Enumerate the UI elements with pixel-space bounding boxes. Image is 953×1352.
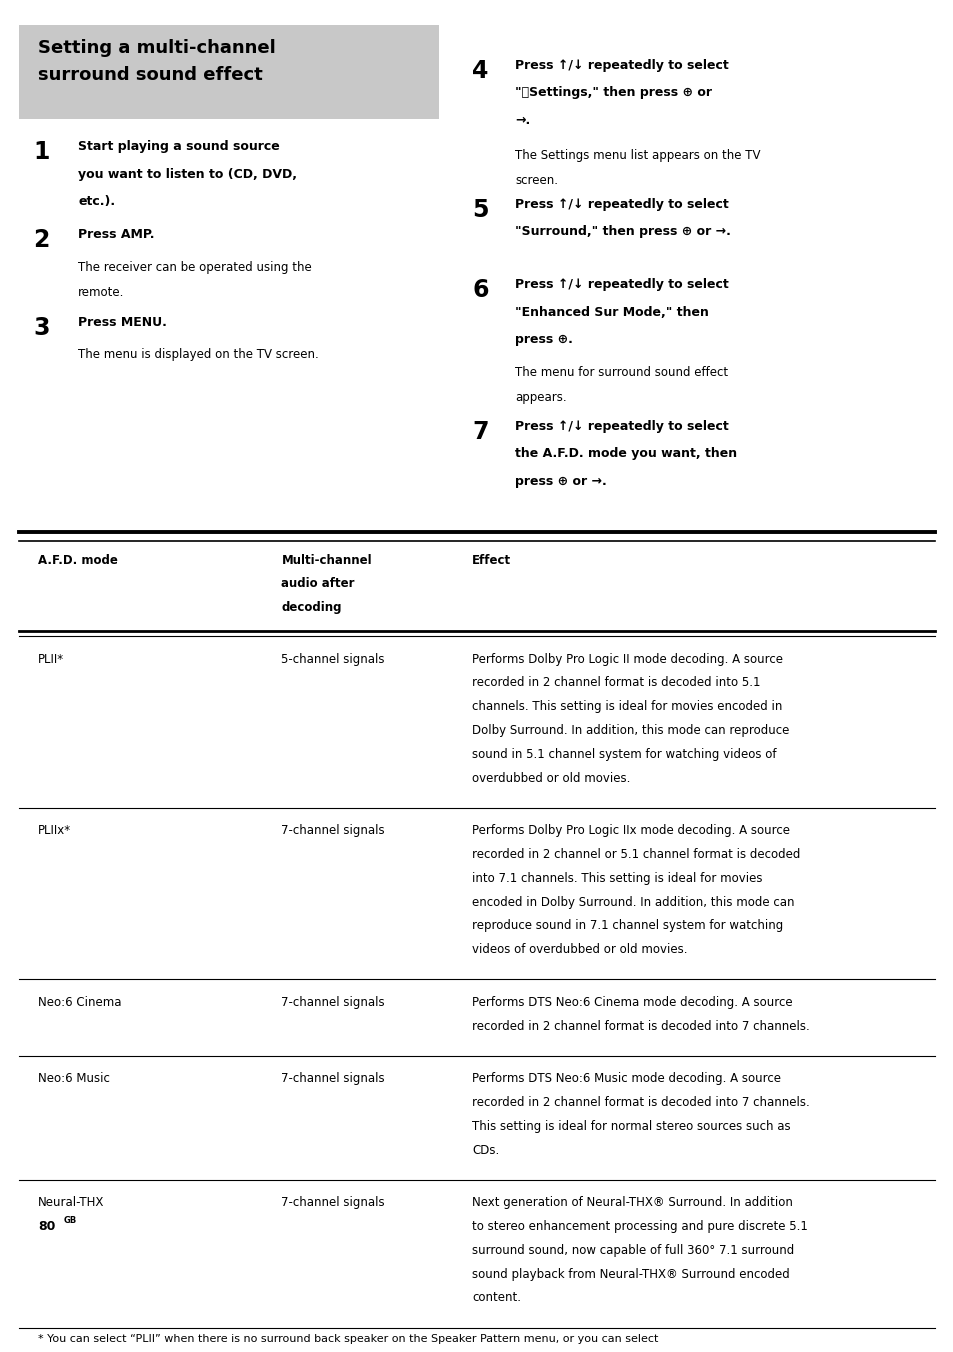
Text: Press ↑/↓ repeatedly to select: Press ↑/↓ repeatedly to select [515,419,728,433]
Text: PLII*: PLII* [38,653,64,665]
Text: The menu for surround sound effect: The menu for surround sound effect [515,366,727,379]
Text: sound in 5.1 channel system for watching videos of: sound in 5.1 channel system for watching… [472,748,776,761]
Text: decoding: decoding [281,602,341,614]
Text: This setting is ideal for normal stereo sources such as: This setting is ideal for normal stereo … [472,1119,790,1133]
Text: "Surround," then press ⊕ or →.: "Surround," then press ⊕ or →. [515,226,730,238]
Text: channels. This setting is ideal for movies encoded in: channels. This setting is ideal for movi… [472,700,781,713]
Text: Press ↑/↓ repeatedly to select: Press ↑/↓ repeatedly to select [515,197,728,211]
Text: the A.F.D. mode you want, then: the A.F.D. mode you want, then [515,448,737,460]
Text: encoded in Dolby Surround. In addition, this mode can: encoded in Dolby Surround. In addition, … [472,895,794,909]
Text: 2: 2 [33,228,50,251]
Text: appears.: appears. [515,391,566,404]
Text: Neo:6 Cinema: Neo:6 Cinema [38,995,122,1009]
Text: Performs DTS Neo:6 Music mode decoding. A source: Performs DTS Neo:6 Music mode decoding. … [472,1072,781,1086]
Text: Next generation of Neural-THX® Surround. In addition: Next generation of Neural-THX® Surround.… [472,1197,792,1209]
Text: recorded in 2 channel format is decoded into 7 channels.: recorded in 2 channel format is decoded … [472,1096,809,1109]
Text: press ⊕ or →.: press ⊕ or →. [515,475,606,488]
Text: The menu is displayed on the TV screen.: The menu is displayed on the TV screen. [78,349,318,361]
Text: Press MENU.: Press MENU. [78,315,167,329]
Text: Performs DTS Neo:6 Cinema mode decoding. A source: Performs DTS Neo:6 Cinema mode decoding.… [472,995,792,1009]
Text: Press AMP.: Press AMP. [78,228,154,241]
Text: 80: 80 [38,1220,55,1233]
Text: 7: 7 [472,419,488,443]
Text: CDs.: CDs. [472,1144,499,1156]
Text: reproduce sound in 7.1 channel system for watching: reproduce sound in 7.1 channel system fo… [472,919,782,933]
Text: surround sound, now capable of full 360° 7.1 surround: surround sound, now capable of full 360°… [472,1244,794,1257]
Text: 4: 4 [472,59,488,82]
Text: Dolby Surround. In addition, this mode can reproduce: Dolby Surround. In addition, this mode c… [472,723,789,737]
Text: 5: 5 [472,197,488,222]
Text: 7-channel signals: 7-channel signals [281,995,385,1009]
Text: 7-channel signals: 7-channel signals [281,1197,385,1209]
Text: 7-channel signals: 7-channel signals [281,1072,385,1086]
Text: Start playing a sound source: Start playing a sound source [78,141,279,153]
Text: Neo:6 Music: Neo:6 Music [38,1072,110,1086]
Text: remote.: remote. [78,285,125,299]
Text: Performs Dolby Pro Logic II mode decoding. A source: Performs Dolby Pro Logic II mode decodin… [472,653,782,665]
Text: The Settings menu list appears on the TV: The Settings menu list appears on the TV [515,149,760,162]
Text: * You can select “PLII” when there is no surround back speaker on the Speaker Pa: * You can select “PLII” when there is no… [38,1334,658,1344]
Text: Press ↑/↓ repeatedly to select: Press ↑/↓ repeatedly to select [515,59,728,72]
Text: audio after: audio after [281,577,355,591]
Text: surround sound effect: surround sound effect [38,66,263,84]
Text: Performs Dolby Pro Logic IIx mode decoding. A source: Performs Dolby Pro Logic IIx mode decodi… [472,825,789,837]
Text: overdubbed or old movies.: overdubbed or old movies. [472,772,630,784]
Text: 6: 6 [472,279,488,301]
Text: 7-channel signals: 7-channel signals [281,825,385,837]
Text: 3: 3 [33,315,50,339]
Text: recorded in 2 channel format is decoded into 7 channels.: recorded in 2 channel format is decoded … [472,1019,809,1033]
Text: GB: GB [64,1217,77,1225]
Text: recorded in 2 channel or 5.1 channel format is decoded: recorded in 2 channel or 5.1 channel for… [472,848,800,861]
Text: sound playback from Neural-THX® Surround encoded: sound playback from Neural-THX® Surround… [472,1268,789,1280]
Text: PLIIx*: PLIIx* [38,825,71,837]
FancyBboxPatch shape [19,26,438,119]
Text: Setting a multi-channel: Setting a multi-channel [38,39,275,57]
Text: you want to listen to (CD, DVD,: you want to listen to (CD, DVD, [78,168,297,181]
Text: to stereo enhancement processing and pure discrete 5.1: to stereo enhancement processing and pur… [472,1220,807,1233]
Text: press ⊕.: press ⊕. [515,333,573,346]
Text: screen.: screen. [515,174,558,187]
Text: into 7.1 channels. This setting is ideal for movies: into 7.1 channels. This setting is ideal… [472,872,762,884]
Text: content.: content. [472,1291,520,1305]
Text: 1: 1 [33,141,50,165]
Text: Effect: Effect [472,553,511,566]
Text: 5-channel signals: 5-channel signals [281,653,384,665]
Text: etc.).: etc.). [78,196,115,208]
Text: Multi-channel: Multi-channel [281,553,372,566]
Text: "⛳Settings," then press ⊕ or: "⛳Settings," then press ⊕ or [515,87,711,100]
Text: recorded in 2 channel format is decoded into 5.1: recorded in 2 channel format is decoded … [472,676,760,690]
Text: The receiver can be operated using the: The receiver can be operated using the [78,261,312,273]
Text: videos of overdubbed or old movies.: videos of overdubbed or old movies. [472,944,687,956]
Text: A.F.D. mode: A.F.D. mode [38,553,118,566]
Text: Press ↑/↓ repeatedly to select: Press ↑/↓ repeatedly to select [515,279,728,291]
Text: Neural-THX: Neural-THX [38,1197,105,1209]
Text: →.: →. [515,114,530,127]
Text: "Enhanced Sur Mode," then: "Enhanced Sur Mode," then [515,306,708,319]
